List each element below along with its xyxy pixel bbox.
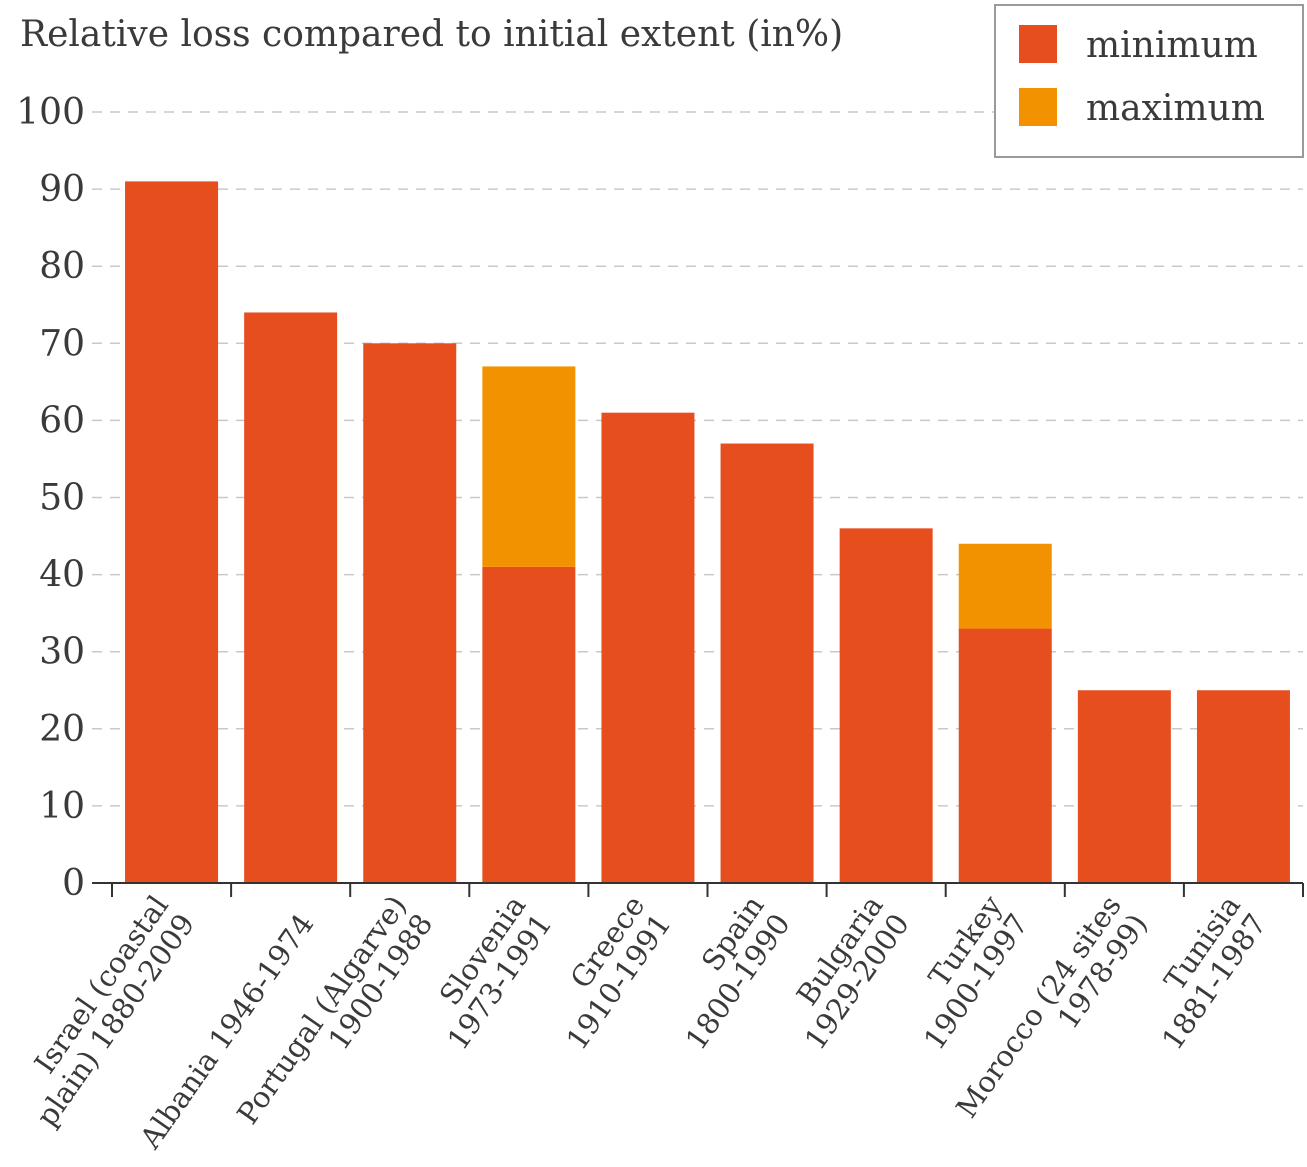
legend-swatch-minimum [1019,25,1057,63]
bar-minimum [601,412,695,883]
x-tick-label: Portugal (Algarve)1900-1988 [230,889,439,1148]
y-tick-label: 0 [62,863,85,904]
bars [125,181,1290,884]
y-tick-label: 30 [39,632,85,673]
legend: minimum maximum [994,4,1304,158]
bar-minimum [1196,690,1290,883]
y-tick-label: 20 [39,709,85,750]
bar-minimum [482,566,576,883]
legend-label-minimum: minimum [1086,25,1258,66]
legend-label-maximum: maximum [1086,88,1265,129]
bar-minimum [958,628,1052,883]
bar-minimum [244,312,338,884]
bar-minimum [839,528,933,883]
y-axis-title: Relative loss compared to initial extent… [20,14,843,55]
y-axis-ticks: 0 10 20 30 40 50 60 70 80 90 100 [16,92,85,904]
bar-minimum [363,343,457,883]
x-tick-label: Tunisia1881-1987 [1129,889,1273,1056]
y-tick-label: 50 [39,478,85,519]
bar-minimum [1077,690,1171,883]
x-axis [92,882,1304,897]
x-tick-label: Greece1910-1991 [533,889,677,1056]
bar-minimum [125,181,219,883]
bar-maximum [958,543,1052,629]
x-tick-label: Slovenia1973-1991 [414,889,558,1056]
bar-maximum [482,366,576,567]
x-tick-label: Bulgaria1929-2000 [772,889,916,1056]
y-tick-label: 70 [39,323,85,364]
y-tick-label: 100 [16,92,85,133]
y-tick-label: 60 [39,400,85,441]
y-tick-label: 90 [39,169,85,210]
bar-minimum [720,443,814,883]
y-tick-label: 80 [39,246,85,287]
y-tick-label: 10 [39,786,85,827]
legend-swatch-maximum [1019,88,1057,126]
x-tick-label: Spain1800-1990 [652,889,796,1056]
y-tick-label: 40 [39,555,85,596]
